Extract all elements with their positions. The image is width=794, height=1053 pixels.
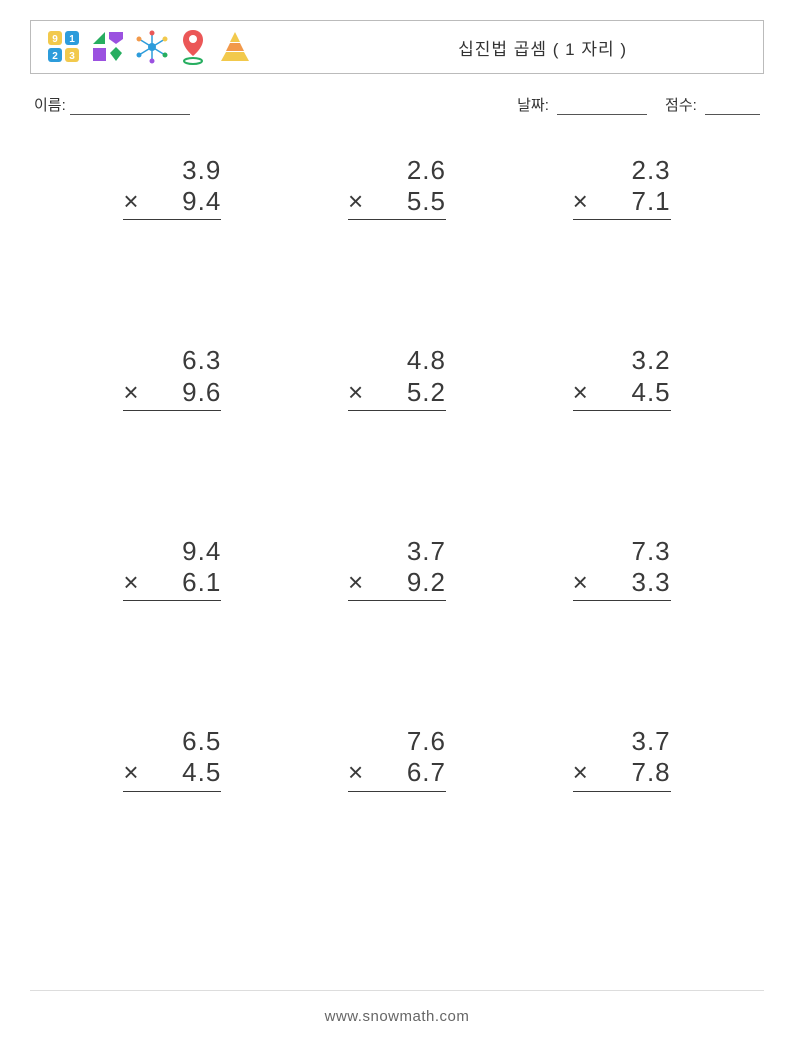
multiplicand: 2.3 [601,155,671,186]
operator: × [348,757,376,788]
multiplicand: 2.6 [376,155,446,186]
answer-rule [348,791,446,792]
multiplier: 3.3 [601,567,671,598]
operator: × [573,377,601,408]
name-label: 이름: [34,94,66,115]
operator: × [348,186,376,217]
multiplicand: 6.5 [151,726,221,757]
problem-6: 3.2×4.5 [509,345,734,410]
multiplicand: 3.2 [601,345,671,376]
answer-rule [123,410,221,411]
multiplicand: 4.8 [376,345,446,376]
logo-icons: 9 1 2 3 [47,28,253,66]
multiplier: 5.5 [376,186,446,217]
meta-row: 이름: 날짜: 점수: [30,94,764,115]
operator: × [573,757,601,788]
problem-1: 3.9×9.4 [60,155,285,220]
multiplier: 7.1 [601,186,671,217]
multiplier: 9.2 [376,567,446,598]
multiplier: 9.4 [151,186,221,217]
svg-text:2: 2 [52,51,58,62]
operator: × [573,186,601,217]
date-label: 날짜: [517,97,549,114]
problem-12: 3.7×7.8 [509,726,734,791]
network-icon [135,30,169,64]
multiplicand: 3.7 [376,536,446,567]
multiplier: 4.5 [601,377,671,408]
worksheet-title: 십진법 곱셈 ( 1 자리 ) [458,35,747,60]
problem-11: 7.6×6.7 [285,726,510,791]
operator: × [348,377,376,408]
multiplier: 6.1 [151,567,221,598]
operator: × [123,567,151,598]
answer-rule [123,219,221,220]
svg-text:3: 3 [69,51,75,62]
multiplicand: 3.9 [151,155,221,186]
answer-rule [123,600,221,601]
worksheet-header: 9 1 2 3 [30,20,764,74]
answer-rule [573,410,671,411]
problem-10: 6.5×4.5 [60,726,285,791]
answer-rule [573,219,671,220]
operator: × [123,186,151,217]
multiplier: 5.2 [376,377,446,408]
problem-8: 3.7×9.2 [285,536,510,601]
problem-7: 9.4×6.1 [60,536,285,601]
score-label: 점수: [665,97,697,114]
shapes-icon [91,30,125,64]
score-blank[interactable] [705,97,760,115]
svg-text:1: 1 [69,34,75,45]
problem-3: 2.3×7.1 [509,155,734,220]
footer-url: www.snowmath.com [0,1008,794,1025]
multiplicand: 7.3 [601,536,671,567]
operator: × [573,567,601,598]
problem-9: 7.3×3.3 [509,536,734,601]
numbers-icon: 9 1 2 3 [47,30,81,64]
problem-4: 6.3×9.6 [60,345,285,410]
problem-2: 2.6×5.5 [285,155,510,220]
multiplicand: 3.7 [601,726,671,757]
answer-rule [348,600,446,601]
problems-grid: 3.9×9.42.6×5.52.3×7.16.3×9.64.8×5.23.2×4… [30,145,764,792]
date-blank[interactable] [557,97,647,115]
multiplier: 6.7 [376,757,446,788]
answer-rule [123,791,221,792]
name-blank[interactable] [70,97,190,115]
multiplier: 7.8 [601,757,671,788]
footer-rule [30,990,764,991]
answer-rule [573,600,671,601]
multiplicand: 9.4 [151,536,221,567]
operator: × [123,377,151,408]
problem-5: 4.8×5.2 [285,345,510,410]
answer-rule [573,791,671,792]
answer-rule [348,219,446,220]
pyramid-icon [217,29,253,65]
answer-rule [348,410,446,411]
multiplier: 9.6 [151,377,221,408]
multiplicand: 7.6 [376,726,446,757]
operator: × [348,567,376,598]
svg-text:9: 9 [52,34,58,45]
multiplier: 4.5 [151,757,221,788]
operator: × [123,757,151,788]
multiplicand: 6.3 [151,345,221,376]
location-icon [179,28,207,66]
